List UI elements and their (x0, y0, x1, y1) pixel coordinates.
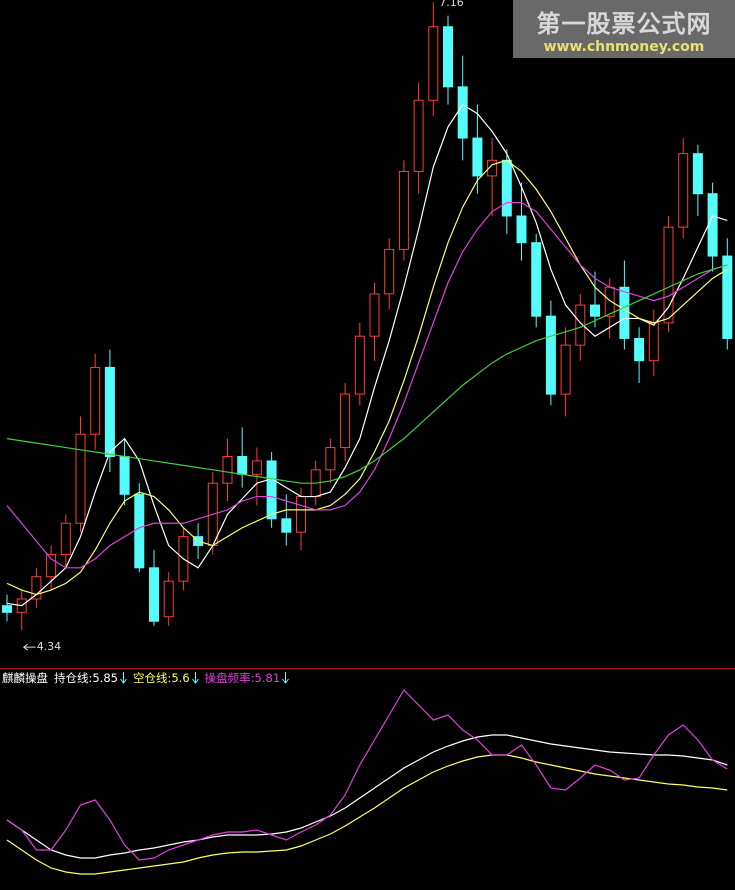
line-series (6, 734, 728, 859)
candle-body (296, 496, 306, 533)
legend: 麒麟操盘 持仓线: 5.85 空仓线: 5.6 操盘频率: 5.81 (2, 670, 295, 686)
candle-body (90, 366, 101, 435)
candle-body (2, 605, 12, 613)
candle-body (413, 99, 424, 172)
low-label: 4.34 (37, 640, 62, 653)
candle-body (428, 26, 439, 101)
candle-body (678, 153, 689, 228)
legend-entry: 空仓线: 5.6 (133, 670, 199, 686)
candle-body (75, 433, 86, 524)
candle-body (119, 455, 130, 495)
candle-body (648, 322, 659, 362)
watermark-title: 第一股票公式网 (536, 10, 712, 38)
candle-body (163, 580, 174, 618)
line-series (6, 103, 728, 607)
candle-body (501, 159, 512, 217)
candle-body (222, 455, 233, 484)
candle-body (531, 242, 542, 317)
candle-body (104, 366, 115, 457)
candle-body (545, 315, 556, 395)
candle-body (281, 518, 292, 533)
candle-body (604, 286, 615, 317)
candle-body (634, 337, 645, 362)
candle-body (266, 460, 277, 520)
down-arrow (191, 672, 199, 684)
down-arrow (120, 672, 127, 684)
legend-value: 5.85 (92, 671, 118, 685)
candle-body (340, 393, 351, 449)
legend-entry: 操盘频率: 5.81 (204, 670, 290, 686)
candle-body (707, 193, 718, 257)
candle-body (663, 226, 674, 324)
legend-value: 5.81 (254, 671, 281, 685)
candle-body (590, 304, 600, 317)
candle-body (149, 567, 159, 622)
candle-body (692, 153, 703, 195)
candle-body (619, 286, 630, 339)
line-series (6, 264, 728, 484)
high-label: 7.16 (439, 0, 464, 9)
candle-body (384, 248, 395, 295)
candle-body (472, 137, 483, 177)
line-series (6, 202, 728, 569)
candle-body (251, 460, 262, 475)
candle-body (516, 215, 527, 244)
candle-body (487, 159, 498, 177)
candle-body (443, 26, 453, 88)
candle-body (325, 447, 336, 471)
candle-body (134, 493, 145, 569)
low-arrow-head (22, 643, 29, 651)
candle-body (354, 335, 365, 395)
candle-body (46, 553, 57, 578)
candle-body (722, 255, 733, 339)
candle-body (398, 170, 409, 250)
candle-body (31, 576, 42, 600)
candle-body (560, 344, 571, 395)
down-arrow (282, 672, 290, 684)
indicator-title: 麒麟操盘 (2, 671, 48, 685)
legend-name: 持仓线: (54, 671, 93, 685)
watermark-url: www.chnmoney.com (543, 39, 705, 55)
candle-body (369, 293, 380, 337)
line-series (6, 689, 728, 861)
candle-body (60, 522, 71, 555)
legend-name: 操盘频率: (204, 671, 255, 685)
watermark: 第一股票公式网 www.chnmoney.com (513, 0, 735, 58)
candle-body (457, 86, 468, 139)
line-series (6, 754, 728, 875)
legend-entry: 持仓线: 5.85 (54, 670, 127, 686)
legend-name: 空仓线: (132, 671, 172, 685)
candle-body (237, 455, 248, 475)
legend-value: 5.6 (171, 671, 190, 685)
